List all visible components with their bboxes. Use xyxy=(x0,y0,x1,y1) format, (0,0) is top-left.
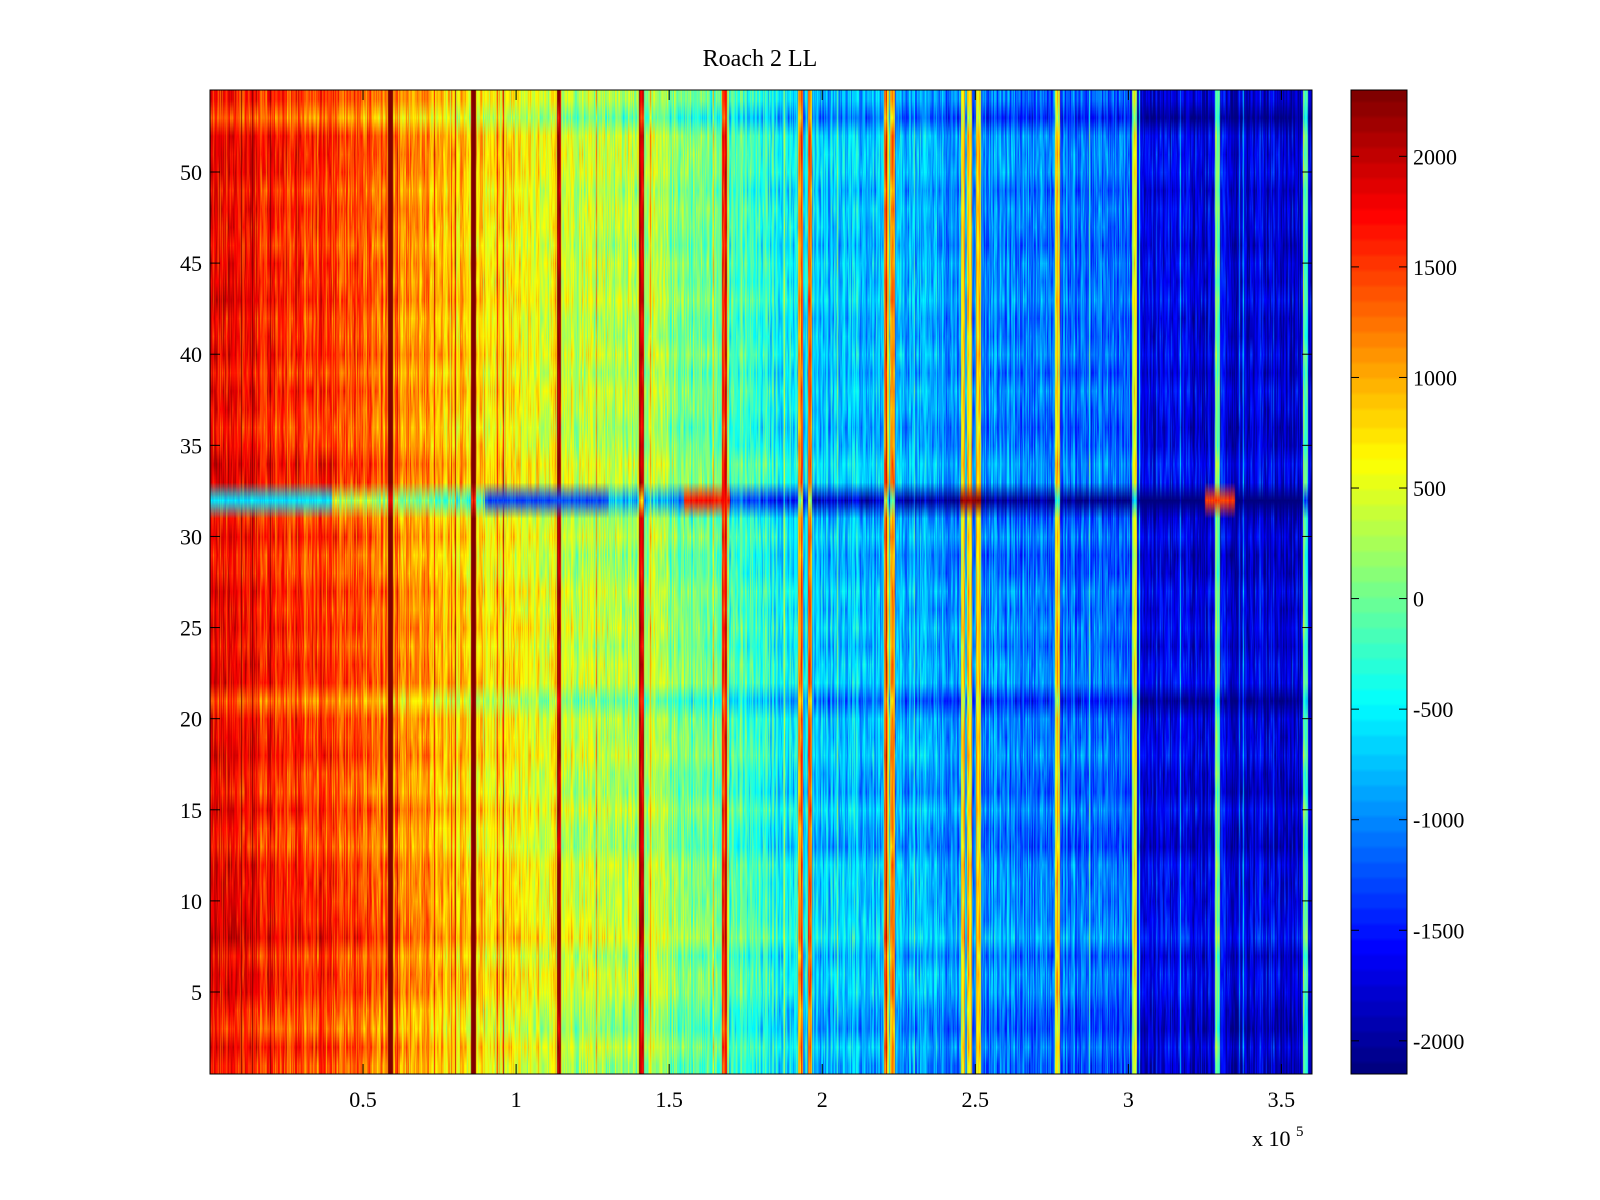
colorbar-tick-label: 0 xyxy=(1413,587,1424,612)
y-tick-label: 15 xyxy=(180,798,202,823)
y-tick-label: 45 xyxy=(180,251,202,276)
x-axis: 0.5 1 1.5 2 2.5 3 3.5 xyxy=(349,90,1295,1112)
colorbar-gradient xyxy=(1351,90,1407,1074)
heatmap-plot-area: 0.5 1 1.5 2 2.5 3 3.5 5 10 15 20 25 30 35 40 45 50 xyxy=(180,89,1313,1112)
y-tick-label: 35 xyxy=(180,433,202,458)
y-tick-label: 30 xyxy=(180,524,202,549)
x-axis-multiplier: x 10 5 xyxy=(1252,1124,1304,1151)
x-tick-label: 0.5 xyxy=(349,1087,377,1112)
x-tick-label: 1 xyxy=(511,1087,522,1112)
colorbar-tick-label: -1000 xyxy=(1413,808,1464,833)
colorbar-tick-label: 2000 xyxy=(1413,144,1457,169)
x-tick-label: 1.5 xyxy=(655,1087,683,1112)
y-tick-label: 40 xyxy=(180,342,202,367)
colorbar-ticks: -2000 -1500 -1000 -500 0 500 1000 1500 2000 xyxy=(1351,144,1464,1054)
x-multiplier-exponent: 5 xyxy=(1296,1124,1304,1140)
x-tick-label: 3 xyxy=(1123,1087,1134,1112)
y-tick-label: 50 xyxy=(180,160,202,185)
y-axis: 5 10 15 20 25 30 35 40 45 50 xyxy=(180,160,1312,1005)
colorbar: -2000 -1500 -1000 -500 0 500 1000 1500 2000 xyxy=(1350,89,1464,1075)
colorbar-tick-label: 500 xyxy=(1413,476,1446,501)
y-tick-label: 25 xyxy=(180,616,202,641)
x-tick-label: 3.5 xyxy=(1268,1087,1296,1112)
y-tick-label: 5 xyxy=(191,980,202,1005)
colorbar-tick-label: 1000 xyxy=(1413,365,1457,390)
x-tick-label: 2.5 xyxy=(962,1087,990,1112)
colorbar-frame xyxy=(1350,89,1408,1075)
x-tick-label: 2 xyxy=(817,1087,828,1112)
heatmap-cells xyxy=(210,90,1312,1074)
colorbar-tick-label: -1500 xyxy=(1413,918,1464,943)
x-multiplier-base: x 10 xyxy=(1252,1126,1291,1151)
colorbar-tick-label: -2000 xyxy=(1413,1029,1464,1054)
colorbar-tick-label: -500 xyxy=(1413,697,1453,722)
plot-frame xyxy=(209,89,1313,1075)
y-tick-label: 10 xyxy=(180,889,202,914)
chart-title: Roach 2 LL xyxy=(703,46,818,72)
colorbar-tick-label: 1500 xyxy=(1413,255,1457,280)
y-tick-label: 20 xyxy=(180,707,202,732)
